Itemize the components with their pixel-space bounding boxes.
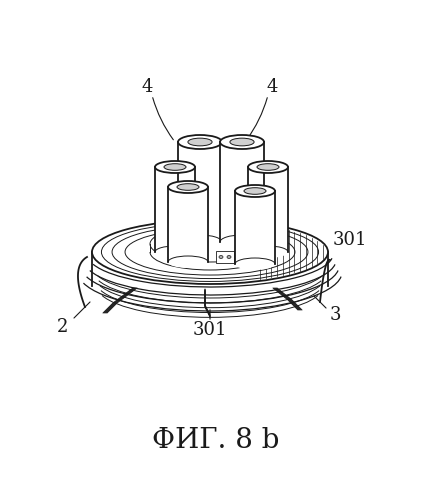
Ellipse shape: [178, 135, 222, 149]
Ellipse shape: [177, 184, 199, 190]
Ellipse shape: [220, 235, 264, 249]
Ellipse shape: [244, 188, 266, 194]
Ellipse shape: [235, 258, 275, 270]
Ellipse shape: [248, 161, 288, 173]
Text: 3: 3: [329, 306, 341, 324]
Ellipse shape: [168, 256, 208, 268]
Polygon shape: [168, 187, 208, 262]
Polygon shape: [216, 251, 234, 263]
Polygon shape: [220, 142, 264, 242]
Ellipse shape: [92, 220, 328, 284]
Text: 301: 301: [333, 231, 368, 249]
Ellipse shape: [168, 181, 208, 193]
Ellipse shape: [235, 185, 275, 197]
Ellipse shape: [155, 161, 195, 173]
Ellipse shape: [227, 256, 231, 258]
Ellipse shape: [248, 246, 288, 258]
Text: ФИГ. 8 b: ФИГ. 8 b: [152, 426, 280, 454]
Ellipse shape: [219, 256, 223, 258]
Polygon shape: [235, 191, 275, 264]
Polygon shape: [178, 142, 222, 242]
Text: 4: 4: [266, 78, 278, 96]
Text: 4: 4: [141, 78, 152, 96]
Text: 301: 301: [193, 321, 227, 339]
Polygon shape: [248, 167, 288, 252]
Ellipse shape: [257, 164, 279, 170]
Ellipse shape: [188, 138, 212, 146]
Ellipse shape: [155, 246, 195, 258]
Ellipse shape: [150, 226, 270, 262]
Ellipse shape: [178, 235, 222, 249]
Ellipse shape: [220, 135, 264, 149]
Polygon shape: [155, 167, 195, 252]
Ellipse shape: [230, 138, 254, 146]
Text: 2: 2: [56, 318, 68, 336]
Ellipse shape: [164, 164, 186, 170]
